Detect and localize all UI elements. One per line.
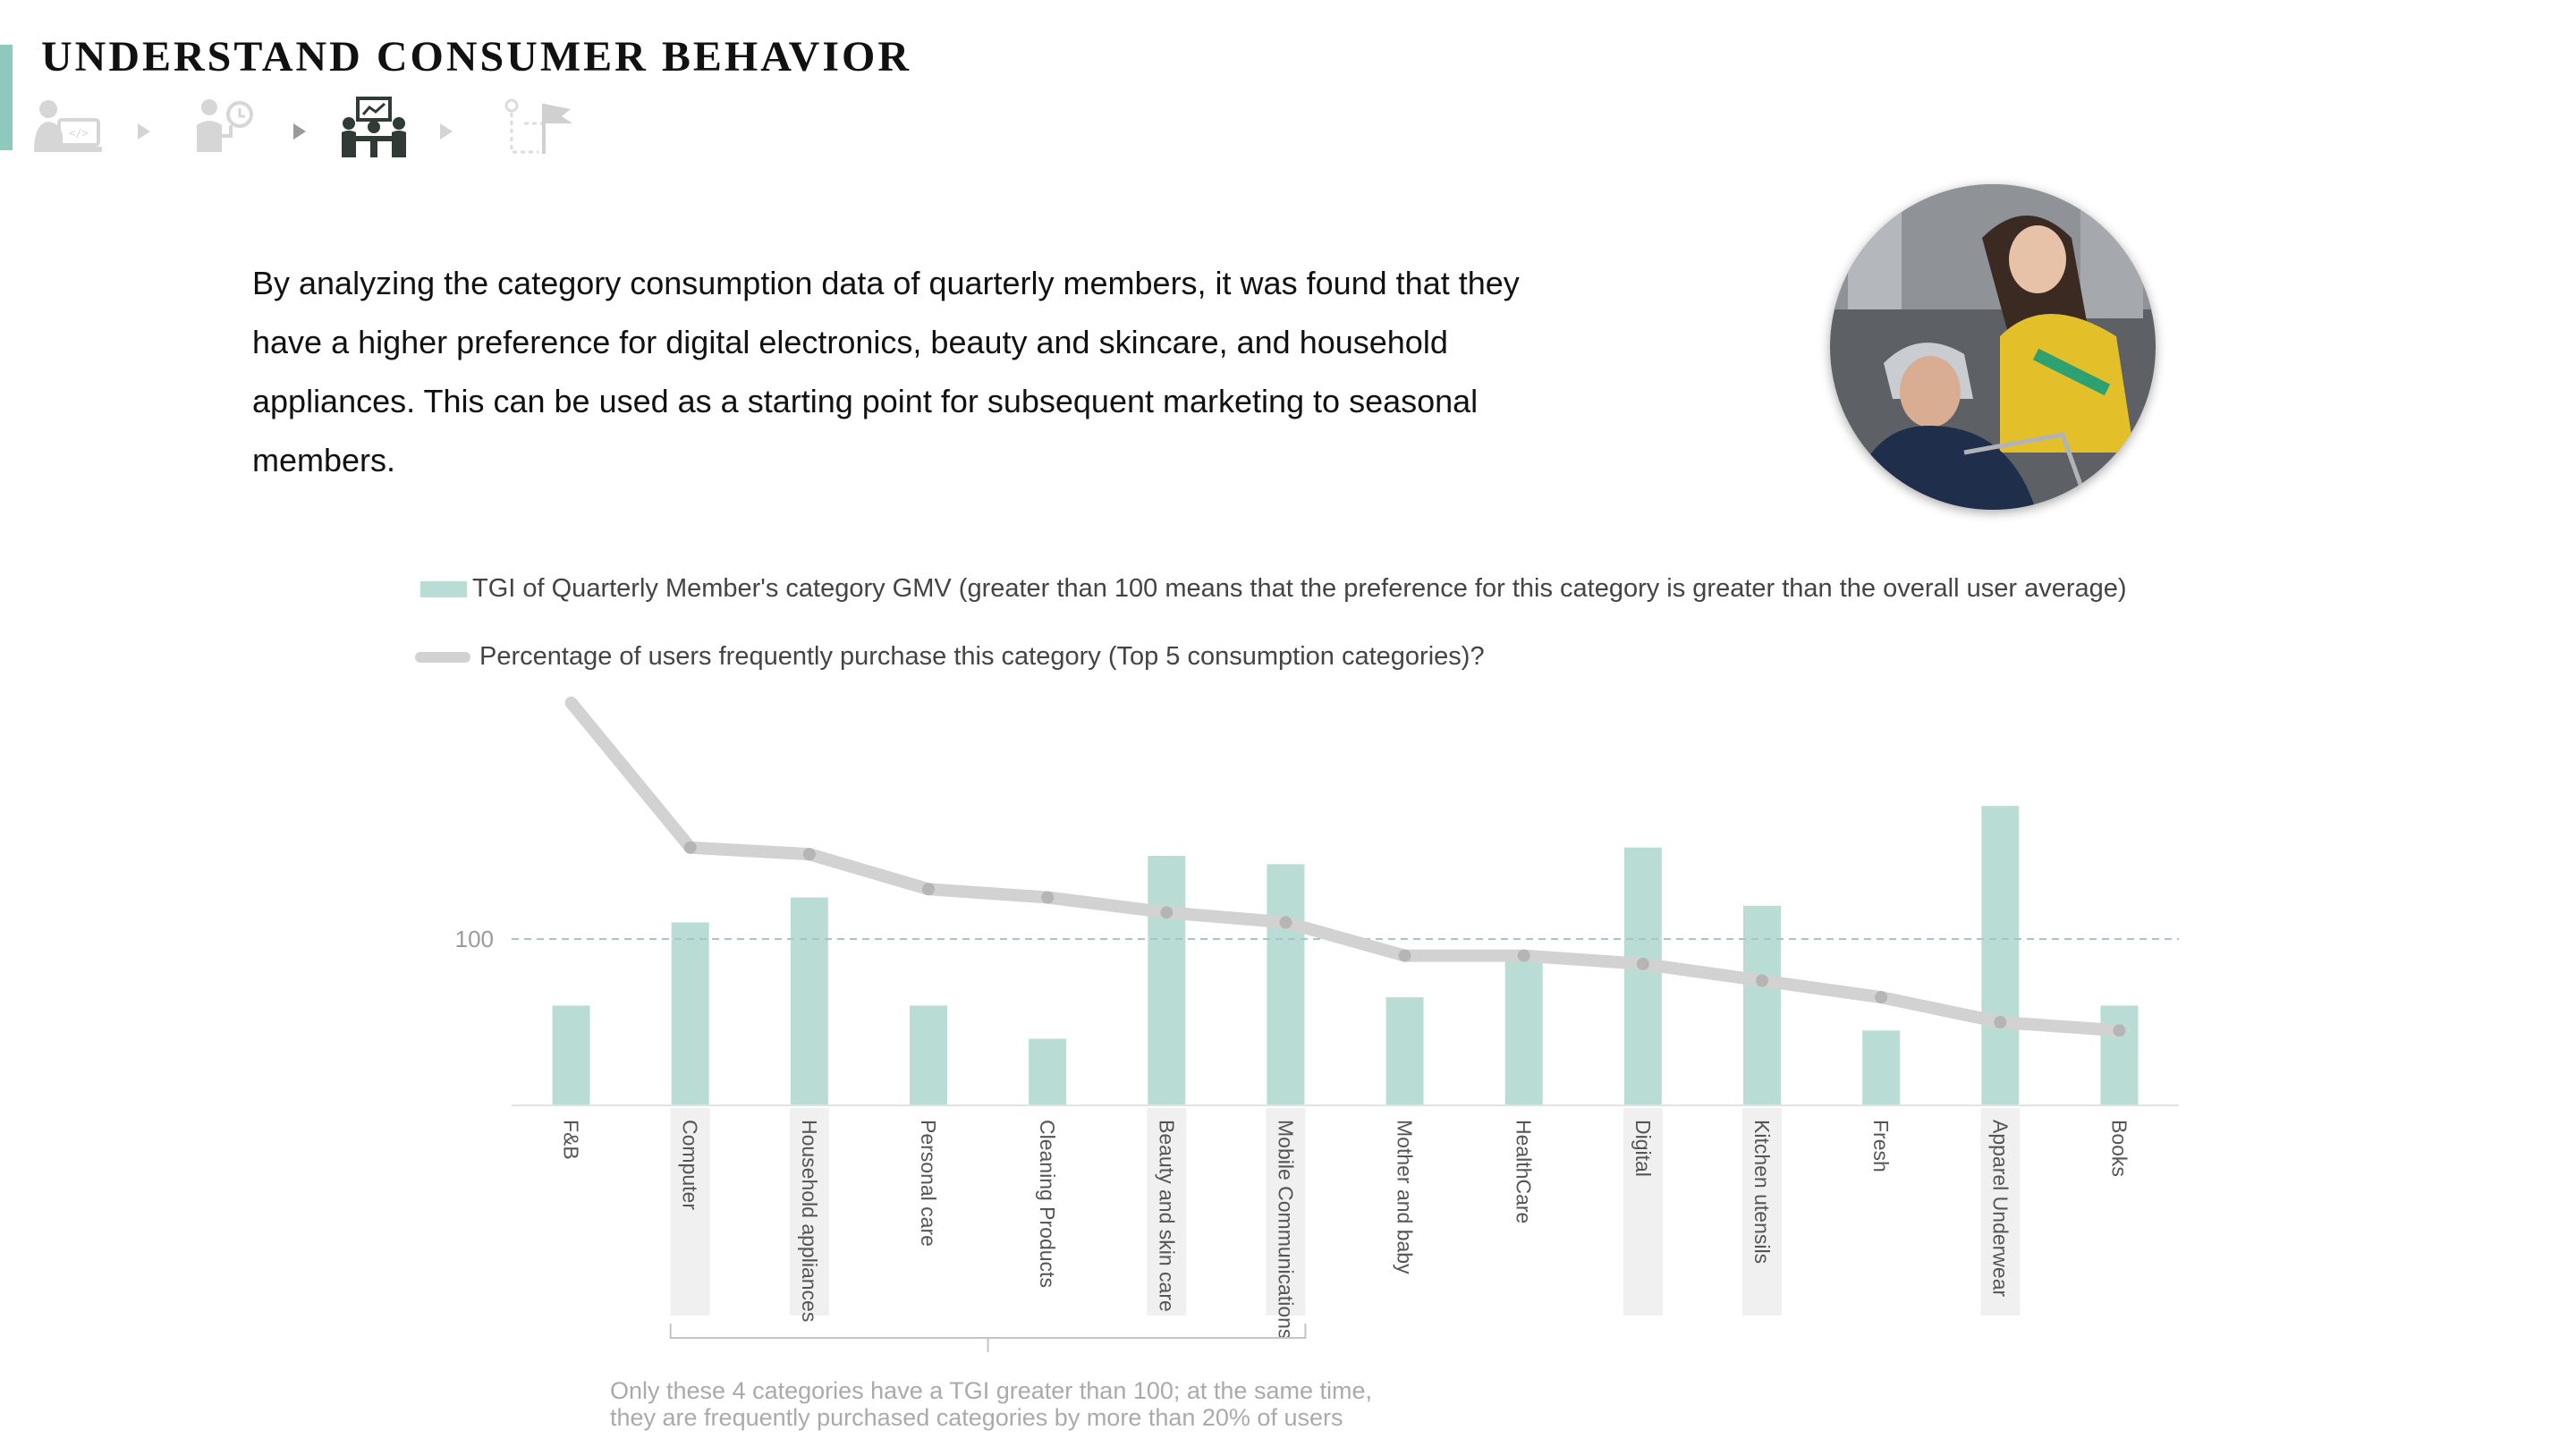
frequency-point [1636,957,1649,970]
annotation-note: Only these 4 categories have a TGI great… [610,1377,1415,1431]
frequency-point [1756,974,1768,987]
category-highlight [670,1108,710,1316]
category-label: Kitchen utensils [1750,1120,1774,1264]
annotation-note-line-1: Only these 4 categories have a TGI great… [610,1377,1372,1404]
category-label: Digital [1631,1120,1655,1177]
frequency-point [1279,916,1292,929]
annotation-note-line-2: they are frequently purchased categories… [610,1404,1343,1431]
legend-swatch-bar [420,580,467,597]
annotation-bracket [669,1324,1307,1352]
category-label: Mobile Communications [1274,1120,1297,1339]
category-label: Personal care [917,1120,940,1247]
frequency-point [683,841,697,854]
category-highlight [789,1108,829,1316]
category-label: Apparel Underwear [1988,1120,2012,1298]
category-highlight [1266,1108,1306,1316]
tgi-bar [1743,905,1781,1105]
category-highlight [1147,1108,1187,1316]
frequency-point [922,883,935,896]
page-title: UNDERSTAND CONSUMER BEHAVIOR [41,33,912,80]
tgi-bar [1267,864,1305,1105]
category-label: Household appliances [798,1120,821,1322]
tgi-bar [1862,1030,1901,1105]
accent-bar [0,45,13,150]
frequency-point [1160,906,1174,919]
tgi-bar [1981,806,2020,1105]
step-arrow [293,123,306,140]
frequency-point [2113,1024,2126,1037]
tgi-bar [1148,856,1186,1105]
category-highlight [1623,1108,1663,1316]
tgi-bar [671,922,709,1105]
reference-line-label: 100 [455,926,494,952]
legend-swatch-line [415,651,470,663]
intro-paragraph: By analyzing the category consumption da… [252,265,1520,478]
category-label: HealthCare [1513,1120,1536,1223]
progress-steps: </> [32,97,587,165]
person-idea-icon [191,97,263,160]
category-highlight [1980,1108,2021,1316]
tgi-bar [1029,1038,1067,1105]
svg-text:</>: </> [69,127,89,140]
category-label: Computer [679,1120,702,1210]
tgi-bar [1504,955,1543,1105]
category-label: Books [2107,1120,2131,1177]
frequency-point [1398,949,1411,962]
frequency-point [802,848,816,861]
tgi-bar [1623,847,1662,1105]
category-label: Mother and baby [1394,1120,1417,1274]
tgi-bar [910,1005,947,1105]
frequency-point [1994,1016,2007,1028]
tgi-bar [2100,1005,2139,1105]
person-computer-icon: </> [32,97,104,160]
frequency-line [564,696,2126,1037]
meeting-presentation-icon [336,97,411,164]
tgi-bar [1385,997,1424,1105]
category-label: F&B [560,1120,583,1160]
tgi-bar [552,1005,590,1105]
frequency-point [1517,949,1530,962]
legend-label-line: Percentage of users frequently purchase … [479,642,1485,671]
category-label: Fresh [1869,1120,1893,1172]
frequency-point [1041,891,1055,904]
step-arrow [138,123,150,140]
frequency-point [1875,991,1888,1004]
category-label: Cleaning Products [1036,1120,1059,1288]
route-flag-icon [503,97,578,160]
legend-item-bar: TGI of Quarterly Member's category GMV (… [420,574,2127,604]
legend-label-bar: TGI of Quarterly Member's category GMV (… [472,574,2127,603]
category-label: Beauty and skin care [1155,1120,1178,1312]
legend-item-line: Percentage of users frequently purchase … [415,642,1485,672]
step-arrow [440,123,453,140]
category-highlight [1742,1108,1782,1316]
tgi-bar [790,897,828,1105]
